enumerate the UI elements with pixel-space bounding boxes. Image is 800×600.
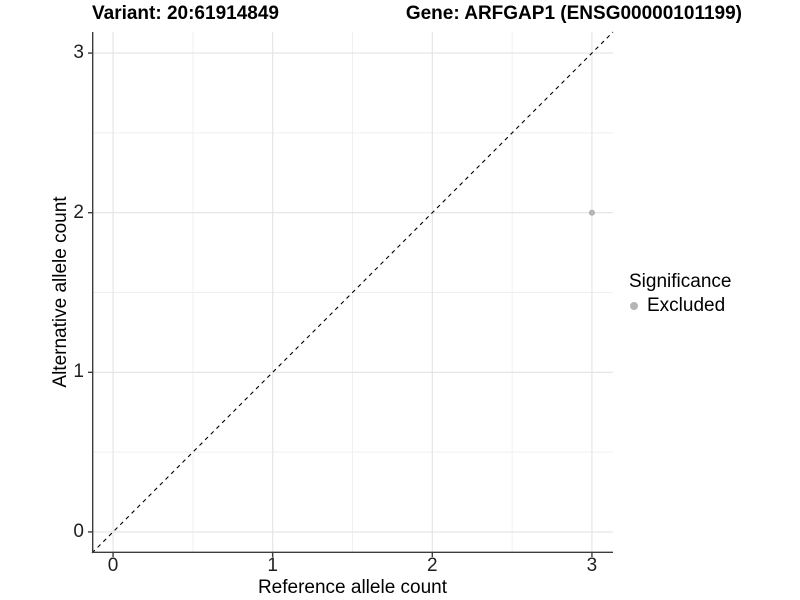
legend: Significance Excluded — [629, 271, 731, 317]
x-tick-label: 1 — [267, 555, 278, 576]
chart-canvas — [88, 31, 614, 557]
legend-item-label: Excluded — [647, 295, 726, 316]
y-tick-label: 1 — [73, 361, 84, 383]
gene-title: Gene: ARFGAP1 (ENSG00000101199) — [405, 3, 742, 24]
excluded-point-icon — [630, 302, 638, 310]
y-tick-label: 0 — [73, 520, 84, 542]
variant-title: Variant: 20:61914849 — [92, 3, 279, 24]
plot-title: Variant: 20:61914849 Gene: ARFGAP1 (ENSG… — [92, 3, 742, 25]
y-tick-label: 2 — [73, 201, 84, 223]
legend-title: Significance — [629, 271, 732, 292]
y-axis-title: Alternative allele count — [50, 196, 71, 388]
x-axis-title: Reference allele count — [257, 577, 448, 598]
y-tick-label: 3 — [73, 42, 84, 64]
identity-reference-line — [91, 31, 614, 554]
data-point-excluded — [588, 209, 596, 216]
legend-item-excluded: Excluded — [629, 295, 731, 317]
x-tick-label: 3 — [586, 555, 598, 576]
plot-panel — [88, 31, 614, 557]
x-tick-label: 2 — [427, 555, 438, 576]
x-tick-label: 0 — [107, 555, 119, 576]
